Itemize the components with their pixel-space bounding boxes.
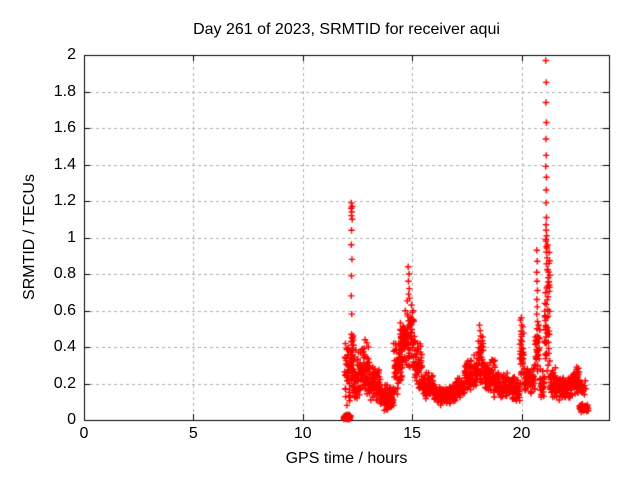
y-tick-label: 0 (67, 411, 76, 428)
y-tick-label: 0.4 (53, 338, 76, 355)
y-tick-label: 0.8 (53, 265, 76, 282)
x-tick-label: 0 (79, 425, 89, 442)
y-tick-label: 0.6 (53, 301, 76, 319)
x-tick-label: 10 (293, 425, 312, 442)
y-tick-label: 1.6 (53, 119, 76, 136)
x-axis-title: GPS time / hours (285, 450, 408, 467)
x-tick-label: 5 (188, 425, 198, 442)
y-tick-label: 0.2 (53, 374, 76, 392)
x-tick-label: 20 (512, 425, 531, 442)
chart-title: Day 261 of 2023, SRMTID for receiver aqu… (193, 21, 500, 38)
y-tick-label: 1.4 (53, 155, 76, 173)
y-tick-label: 1.8 (53, 82, 76, 100)
y-tick-label: 2 (67, 46, 76, 63)
x-tick-label: 15 (403, 425, 422, 442)
y-tick-label: 1 (67, 228, 76, 246)
y-tick-label: 1.2 (53, 192, 76, 209)
